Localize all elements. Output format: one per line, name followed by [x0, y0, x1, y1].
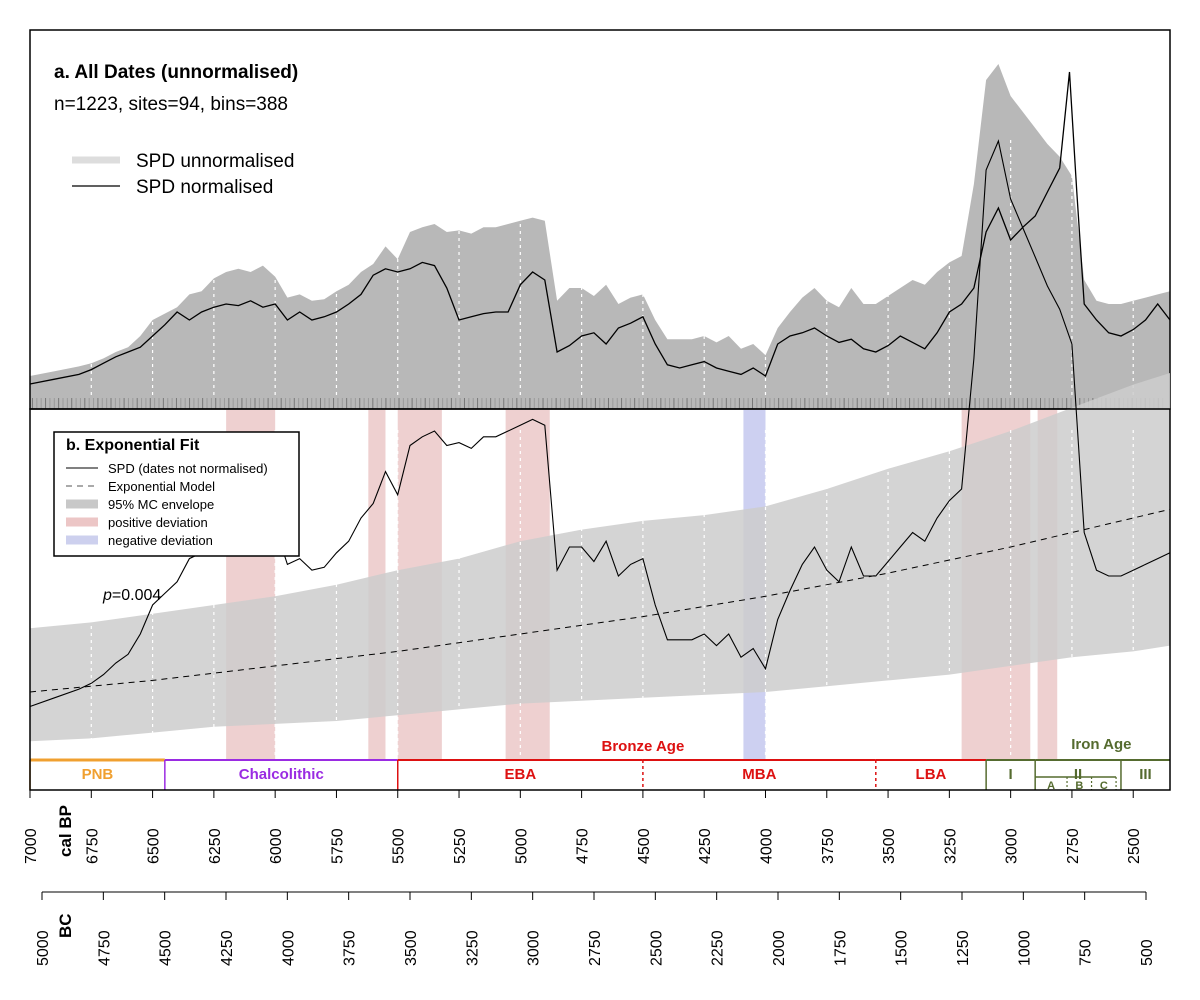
bc-tick-label: 4250 — [219, 930, 236, 966]
calbp-tick-label: 6250 — [207, 828, 224, 864]
panel-a-title: a. All Dates (unnormalised) — [54, 62, 298, 83]
calbp-tick-label: 2750 — [1065, 828, 1082, 864]
bc-tick-label: 5000 — [35, 930, 52, 966]
bc-axis: BC 5000 4750 4500 4250 4000 3750 3500 3250 3000 2… — [35, 891, 1156, 966]
calbp-tick-label: 6750 — [84, 828, 101, 864]
calbp-tick-label: 3500 — [881, 828, 898, 864]
bc-tick-label: 3500 — [403, 930, 420, 966]
bc-tick-label: 4500 — [158, 930, 175, 966]
bc-tick-label: 1000 — [1016, 930, 1033, 966]
bc-tick-label: 4750 — [96, 930, 113, 966]
panel-a-date-rug — [30, 398, 1170, 409]
p-value-symbol: p — [102, 587, 112, 604]
legend-label-spd: SPD (dates not normalised) — [108, 461, 268, 476]
bc-tick-label: 3250 — [464, 930, 481, 966]
iron-age-sub-label: B — [1075, 780, 1083, 792]
calbp-tick-label: 3250 — [942, 828, 959, 864]
exponential-model-line — [29, 508, 1171, 693]
period-label: II — [1074, 766, 1082, 783]
calbp-tick-label: 3000 — [1004, 828, 1021, 864]
panel-a-legend: SPD unnormalised SPD normalised — [72, 151, 294, 198]
period-bar-background — [30, 759, 1170, 790]
p-value-number: =0.004 — [112, 587, 161, 604]
calbp-tick-label: 4250 — [697, 828, 714, 864]
legend-label-positive: positive deviation — [108, 515, 208, 530]
calbp-tick-label: 7000 — [23, 828, 40, 864]
calbp-tick-label: 4500 — [636, 828, 653, 864]
panel-a-subtitle: n=1223, sites=94, bins=388 — [54, 94, 288, 115]
bc-tick-label: 2000 — [771, 930, 788, 966]
bc-tick-label: 500 — [1139, 939, 1156, 966]
spd-normalised-line — [29, 71, 1171, 385]
calbp-tick-label: 6500 — [146, 828, 163, 864]
bronze-age-label: Bronze Age — [602, 738, 685, 755]
iron-age-label: Iron Age — [1071, 736, 1131, 753]
bc-tick-label: 2500 — [648, 930, 665, 966]
legend-label-spd-normalised: SPD normalised — [136, 177, 273, 198]
panel-a-grid — [90, 140, 1134, 398]
bc-tick-label: 2250 — [710, 930, 727, 966]
calbp-axis-label: cal BP — [56, 805, 75, 857]
calbp-tick-label: 5750 — [329, 828, 346, 864]
bc-tick-label: 1750 — [832, 930, 849, 966]
panel-b-grid — [90, 430, 1134, 755]
calbp-tick-label: 4750 — [575, 828, 592, 864]
spd-unnormalised-area — [30, 64, 1170, 400]
calbp-tick-label: 4000 — [758, 828, 775, 864]
period-label: Chalcolithic — [239, 766, 324, 783]
period-label: III — [1139, 766, 1152, 783]
panel-a: a. All Dates (unnormalised) n=1223, site… — [29, 29, 1171, 410]
period-label: EBA — [504, 766, 536, 783]
legend-label-model: Exponential Model — [108, 479, 215, 494]
calbp-tick-label: 2500 — [1126, 828, 1143, 864]
bc-tick-label: 4000 — [280, 930, 297, 966]
panel-b-legend-box — [53, 431, 300, 557]
bc-tick-label: 3000 — [526, 930, 543, 966]
period-label: I — [1009, 766, 1013, 783]
panel-b-envelope — [30, 373, 1170, 742]
calbp-axis: cal BP 7000 6750 6500 6250 6000 5750 5500 5250 5… — [23, 789, 1170, 864]
legend-label-spd-unnormalised: SPD unnormalised — [136, 151, 294, 172]
panel-b-legend: b. Exponential Fit SPD (dates not normal… — [53, 431, 300, 557]
panel-a-spd-normalised-line — [29, 71, 1171, 385]
period-label: PNB — [82, 766, 114, 783]
iron-age-sub-label: C — [1100, 780, 1108, 792]
bc-tick-label: 1500 — [894, 930, 911, 966]
calbp-tick-label: 5500 — [391, 828, 408, 864]
period-label: LBA — [916, 766, 947, 783]
legend-label-envelope: 95% MC envelope — [108, 497, 214, 512]
period-label: MBA — [742, 766, 776, 783]
legend-label-negative: negative deviation — [108, 533, 213, 548]
bc-axis-label: BC — [56, 913, 75, 938]
calbp-tick-label: 6000 — [268, 828, 285, 864]
mc-envelope-band — [30, 373, 1170, 742]
p-value-annotation: p=0.004 — [102, 587, 161, 604]
panel-b-title: b. Exponential Fit — [66, 437, 200, 454]
calbp-tick-label: 5250 — [452, 828, 469, 864]
calbp-tick-label: 3750 — [820, 828, 837, 864]
iron-age-sub-label: A — [1047, 780, 1055, 792]
bc-tick-label: 1250 — [955, 930, 972, 966]
bc-tick-label: 3750 — [342, 930, 359, 966]
panel-a-spd-unnormalised-area — [30, 64, 1170, 400]
panel-b-exponential-model-line — [29, 508, 1171, 693]
bc-tick-label: 2750 — [587, 930, 604, 966]
calbp-tick-label: 5000 — [513, 828, 530, 864]
bc-tick-label: 750 — [1078, 939, 1095, 966]
